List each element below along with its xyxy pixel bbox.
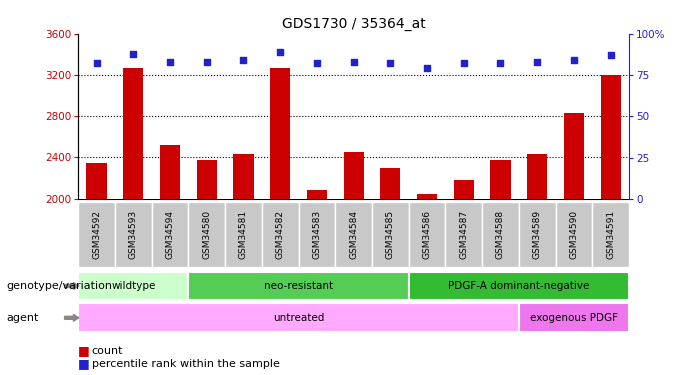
Text: GSM34590: GSM34590 bbox=[569, 210, 579, 259]
Bar bbox=[86, 163, 107, 199]
Bar bbox=[519, 303, 629, 332]
Text: GSM34593: GSM34593 bbox=[129, 210, 138, 259]
Bar bbox=[564, 113, 584, 199]
Bar bbox=[78, 272, 188, 300]
Text: GSM34594: GSM34594 bbox=[165, 210, 175, 259]
Bar bbox=[343, 152, 364, 199]
Bar bbox=[197, 159, 217, 199]
Text: GSM34589: GSM34589 bbox=[532, 210, 542, 259]
Text: exogenous PDGF: exogenous PDGF bbox=[530, 313, 618, 323]
Point bbox=[495, 60, 506, 66]
Bar bbox=[380, 168, 401, 199]
Point bbox=[311, 60, 322, 66]
Bar bbox=[123, 68, 143, 199]
Text: wildtype: wildtype bbox=[111, 281, 156, 291]
Bar bbox=[225, 202, 262, 267]
Text: ■: ■ bbox=[78, 344, 90, 357]
Point bbox=[532, 59, 543, 65]
Bar bbox=[372, 202, 409, 267]
Text: genotype/variation: genotype/variation bbox=[7, 281, 113, 291]
Bar bbox=[454, 180, 474, 199]
Bar bbox=[417, 194, 437, 199]
Text: count: count bbox=[92, 346, 123, 355]
Text: ■: ■ bbox=[78, 357, 90, 370]
Text: percentile rank within the sample: percentile rank within the sample bbox=[92, 359, 279, 369]
Bar bbox=[482, 202, 519, 267]
Text: GSM34580: GSM34580 bbox=[202, 210, 211, 259]
Bar bbox=[600, 75, 621, 199]
Point bbox=[201, 59, 212, 65]
Bar bbox=[115, 202, 152, 267]
Bar bbox=[409, 272, 629, 300]
Bar bbox=[527, 154, 547, 199]
Point bbox=[422, 65, 432, 71]
Bar bbox=[445, 202, 482, 267]
Text: neo-resistant: neo-resistant bbox=[264, 281, 333, 291]
Bar bbox=[299, 202, 335, 267]
Bar bbox=[188, 272, 409, 300]
Point bbox=[275, 49, 286, 55]
Bar bbox=[490, 159, 511, 199]
Point bbox=[348, 59, 359, 65]
Point bbox=[91, 60, 102, 66]
Bar bbox=[592, 202, 629, 267]
Text: GSM34583: GSM34583 bbox=[312, 210, 322, 259]
Bar bbox=[160, 145, 180, 199]
Text: GSM34591: GSM34591 bbox=[606, 210, 615, 259]
Bar bbox=[519, 202, 556, 267]
Point bbox=[605, 52, 616, 58]
Bar bbox=[233, 154, 254, 199]
Bar bbox=[152, 202, 188, 267]
Text: GSM34588: GSM34588 bbox=[496, 210, 505, 259]
Text: GSM34587: GSM34587 bbox=[459, 210, 469, 259]
Bar bbox=[556, 202, 592, 267]
Text: GSM34582: GSM34582 bbox=[275, 210, 285, 259]
Text: PDGF-A dominant-negative: PDGF-A dominant-negative bbox=[448, 281, 590, 291]
Bar bbox=[188, 202, 225, 267]
Text: GSM34586: GSM34586 bbox=[422, 210, 432, 259]
Bar bbox=[335, 202, 372, 267]
Text: GSM34581: GSM34581 bbox=[239, 210, 248, 259]
Text: GSM34592: GSM34592 bbox=[92, 210, 101, 259]
Text: agent: agent bbox=[7, 313, 39, 323]
Text: GSM34584: GSM34584 bbox=[349, 210, 358, 259]
Bar bbox=[270, 68, 290, 199]
Point bbox=[458, 60, 469, 66]
Point bbox=[128, 51, 139, 57]
Bar bbox=[262, 202, 299, 267]
Point bbox=[238, 57, 249, 63]
Point bbox=[385, 60, 396, 66]
Bar bbox=[409, 202, 445, 267]
Bar bbox=[78, 202, 115, 267]
Point bbox=[165, 59, 175, 65]
Title: GDS1730 / 35364_at: GDS1730 / 35364_at bbox=[282, 17, 426, 32]
Bar bbox=[78, 303, 519, 332]
Point bbox=[568, 57, 579, 63]
Text: GSM34585: GSM34585 bbox=[386, 210, 395, 259]
Bar bbox=[307, 190, 327, 199]
Text: untreated: untreated bbox=[273, 313, 324, 323]
